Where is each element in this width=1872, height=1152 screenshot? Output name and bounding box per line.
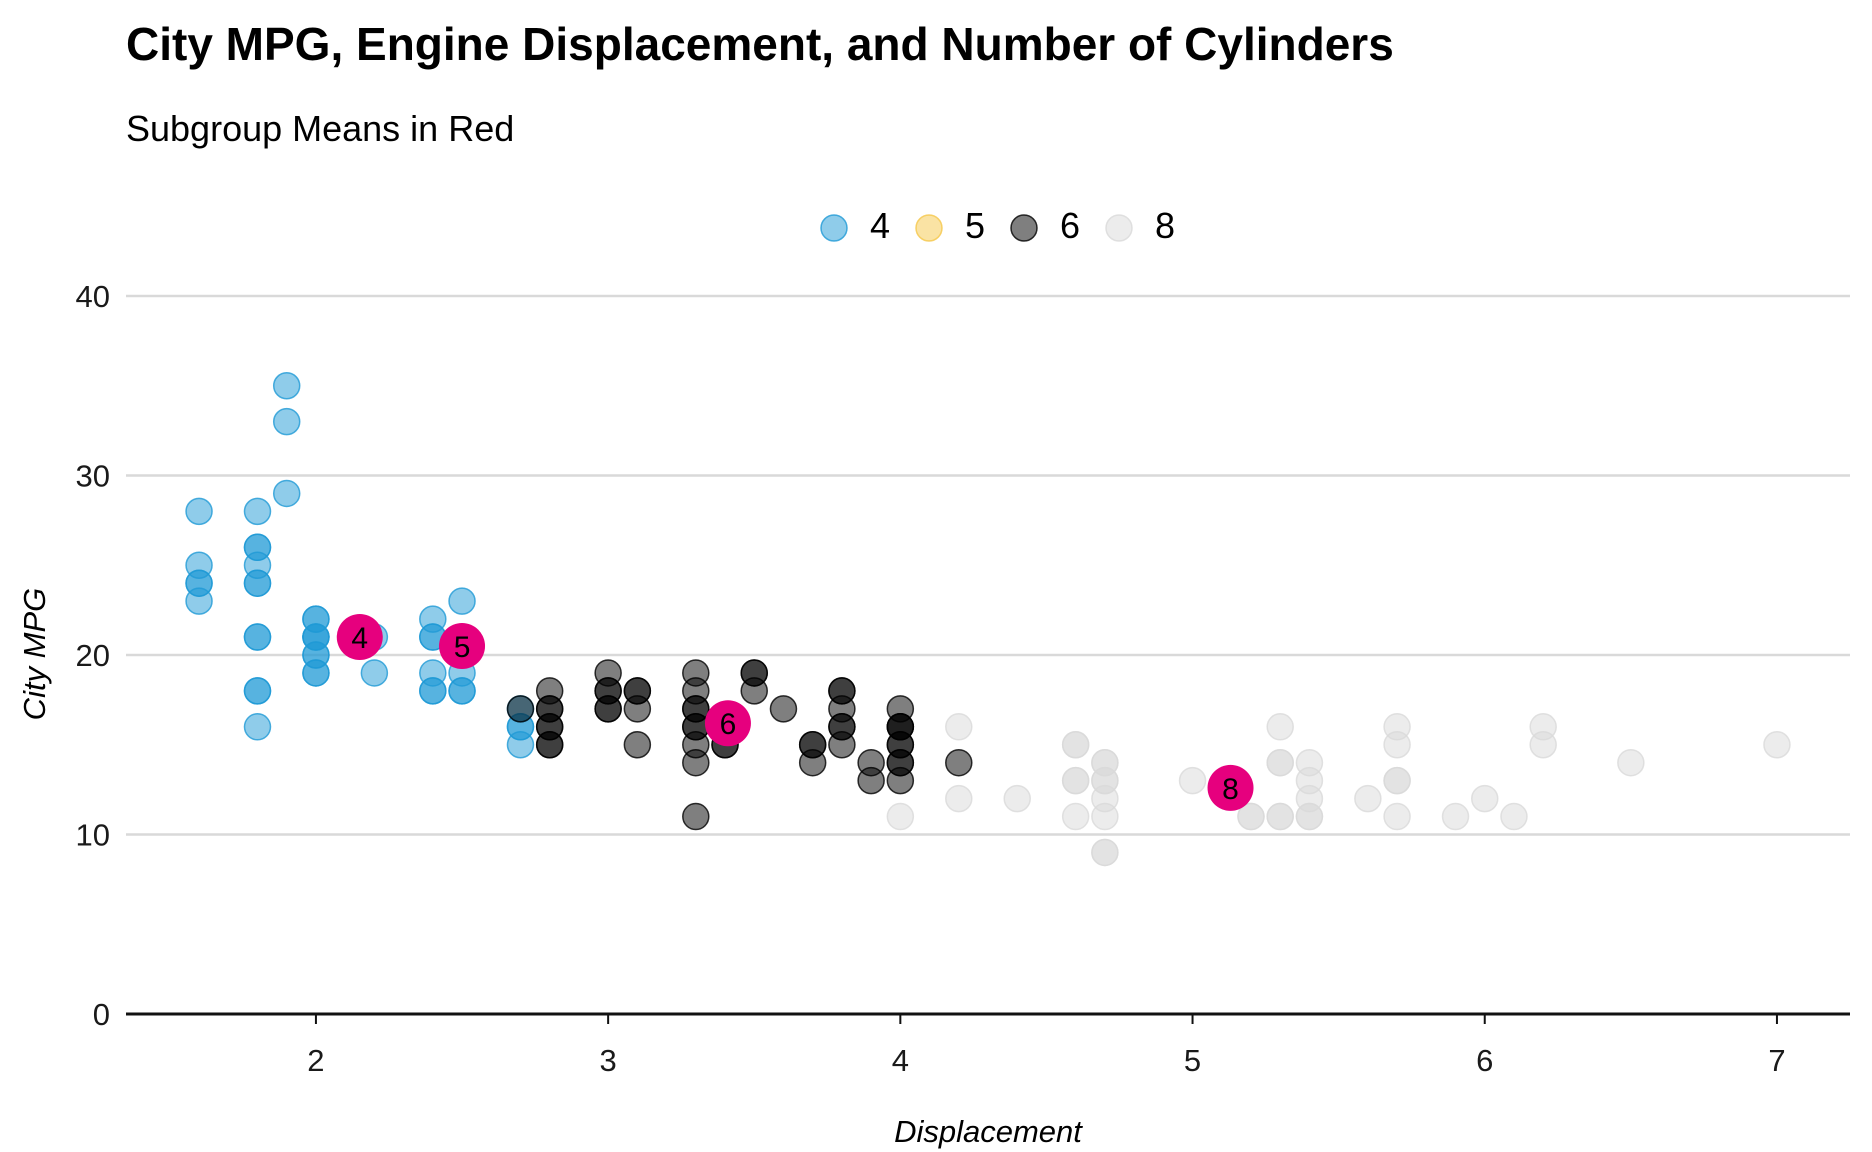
data-point — [1003, 784, 1031, 813]
data-point — [1295, 802, 1324, 831]
data-point — [185, 497, 213, 526]
data-point — [243, 677, 272, 705]
data-point — [1091, 802, 1119, 831]
data-point — [886, 713, 915, 741]
data-point — [243, 623, 272, 651]
data-point — [272, 372, 301, 400]
data-point — [682, 748, 710, 777]
data-point — [1061, 731, 1090, 759]
data-point — [945, 748, 973, 777]
data-point — [682, 802, 710, 831]
data-point — [1178, 766, 1207, 795]
data-point — [945, 784, 973, 813]
data-point — [302, 623, 330, 651]
legend-swatch — [915, 214, 943, 242]
data-point — [798, 731, 827, 759]
data-point — [302, 659, 330, 687]
data-point — [886, 748, 915, 777]
mean-label: 6 — [720, 708, 737, 741]
y-tick-label: 0 — [93, 997, 110, 1032]
subgroup-means: 4 5 6 8 — [336, 614, 1254, 811]
data-point — [1091, 838, 1119, 867]
data-point — [1266, 802, 1294, 831]
data-point — [1266, 748, 1294, 777]
chart-title: City MPG, Engine Displacement, and Numbe… — [126, 18, 1394, 70]
data-point — [1266, 713, 1294, 741]
x-tick-label: 5 — [1184, 1043, 1201, 1078]
mean-marker — [704, 700, 751, 747]
data-point — [506, 695, 535, 723]
data-point — [857, 766, 885, 795]
mean-marker — [439, 623, 486, 670]
y-tick-label: 40 — [76, 279, 110, 314]
x-tick-label: 6 — [1476, 1043, 1493, 1078]
data-point — [769, 695, 798, 723]
data-point — [1061, 802, 1090, 831]
data-point — [448, 587, 476, 615]
data-point — [1383, 802, 1411, 831]
data-point — [243, 713, 272, 741]
legend-swatch — [1010, 214, 1038, 242]
legend-swatch — [820, 214, 848, 242]
data-point — [623, 731, 652, 759]
data-point — [740, 659, 768, 687]
data-point — [1500, 802, 1528, 831]
data-point — [682, 713, 710, 741]
x-tick-label: 2 — [307, 1043, 324, 1078]
data-point — [1441, 802, 1470, 831]
data-point — [1383, 766, 1411, 795]
data-point — [1383, 731, 1411, 759]
data-point — [272, 407, 301, 436]
mean-label: 4 — [351, 622, 368, 655]
mean-marker — [336, 614, 383, 661]
y-tick-label: 10 — [76, 818, 110, 853]
x-tick-label: 4 — [892, 1043, 909, 1078]
y-axis-title: City MPG — [17, 588, 52, 721]
data-point — [886, 802, 915, 831]
data-point — [1354, 784, 1382, 813]
gridlines — [126, 294, 1850, 836]
mean-label: 8 — [1222, 773, 1239, 806]
x-tick-label: 7 — [1768, 1043, 1785, 1078]
data-point — [1091, 766, 1119, 795]
x-axis-ticks: 2 3 4 5 6 7 — [307, 1014, 1786, 1078]
legend-label: 6 — [1060, 205, 1080, 246]
legend-swatch — [1105, 214, 1133, 242]
data-point — [1763, 731, 1791, 759]
chart-subtitle: Subgroup Means in Red — [126, 108, 514, 149]
data-point — [594, 695, 622, 723]
data-point — [185, 569, 213, 597]
data-point — [448, 677, 476, 705]
data-point — [1617, 748, 1645, 777]
data-point — [535, 731, 564, 759]
data-points — [185, 372, 1791, 867]
data-point — [419, 677, 447, 705]
data-point — [360, 659, 389, 687]
legend-label: 8 — [1155, 205, 1175, 246]
data-point — [1529, 731, 1557, 759]
data-point — [945, 713, 973, 741]
y-tick-label: 30 — [76, 459, 110, 494]
x-tick-label: 3 — [600, 1043, 617, 1078]
data-point — [828, 677, 856, 705]
data-point — [1061, 766, 1090, 795]
legend-label: 4 — [870, 205, 890, 246]
x-axis-title: Displacement — [894, 1114, 1083, 1149]
mean-label: 5 — [454, 631, 471, 664]
data-point — [272, 479, 301, 508]
data-point — [243, 533, 272, 562]
y-axis-ticks: 0 10 20 30 40 — [76, 279, 110, 1032]
data-point — [243, 569, 272, 597]
data-point — [1237, 802, 1265, 831]
data-point — [1470, 784, 1499, 813]
data-point — [828, 713, 856, 741]
mean-marker — [1207, 764, 1254, 811]
legend-label: 5 — [965, 205, 985, 246]
legend: 4 5 6 8 — [820, 205, 1175, 246]
data-point — [243, 497, 272, 526]
y-tick-label: 20 — [76, 638, 110, 673]
data-point — [623, 677, 652, 705]
